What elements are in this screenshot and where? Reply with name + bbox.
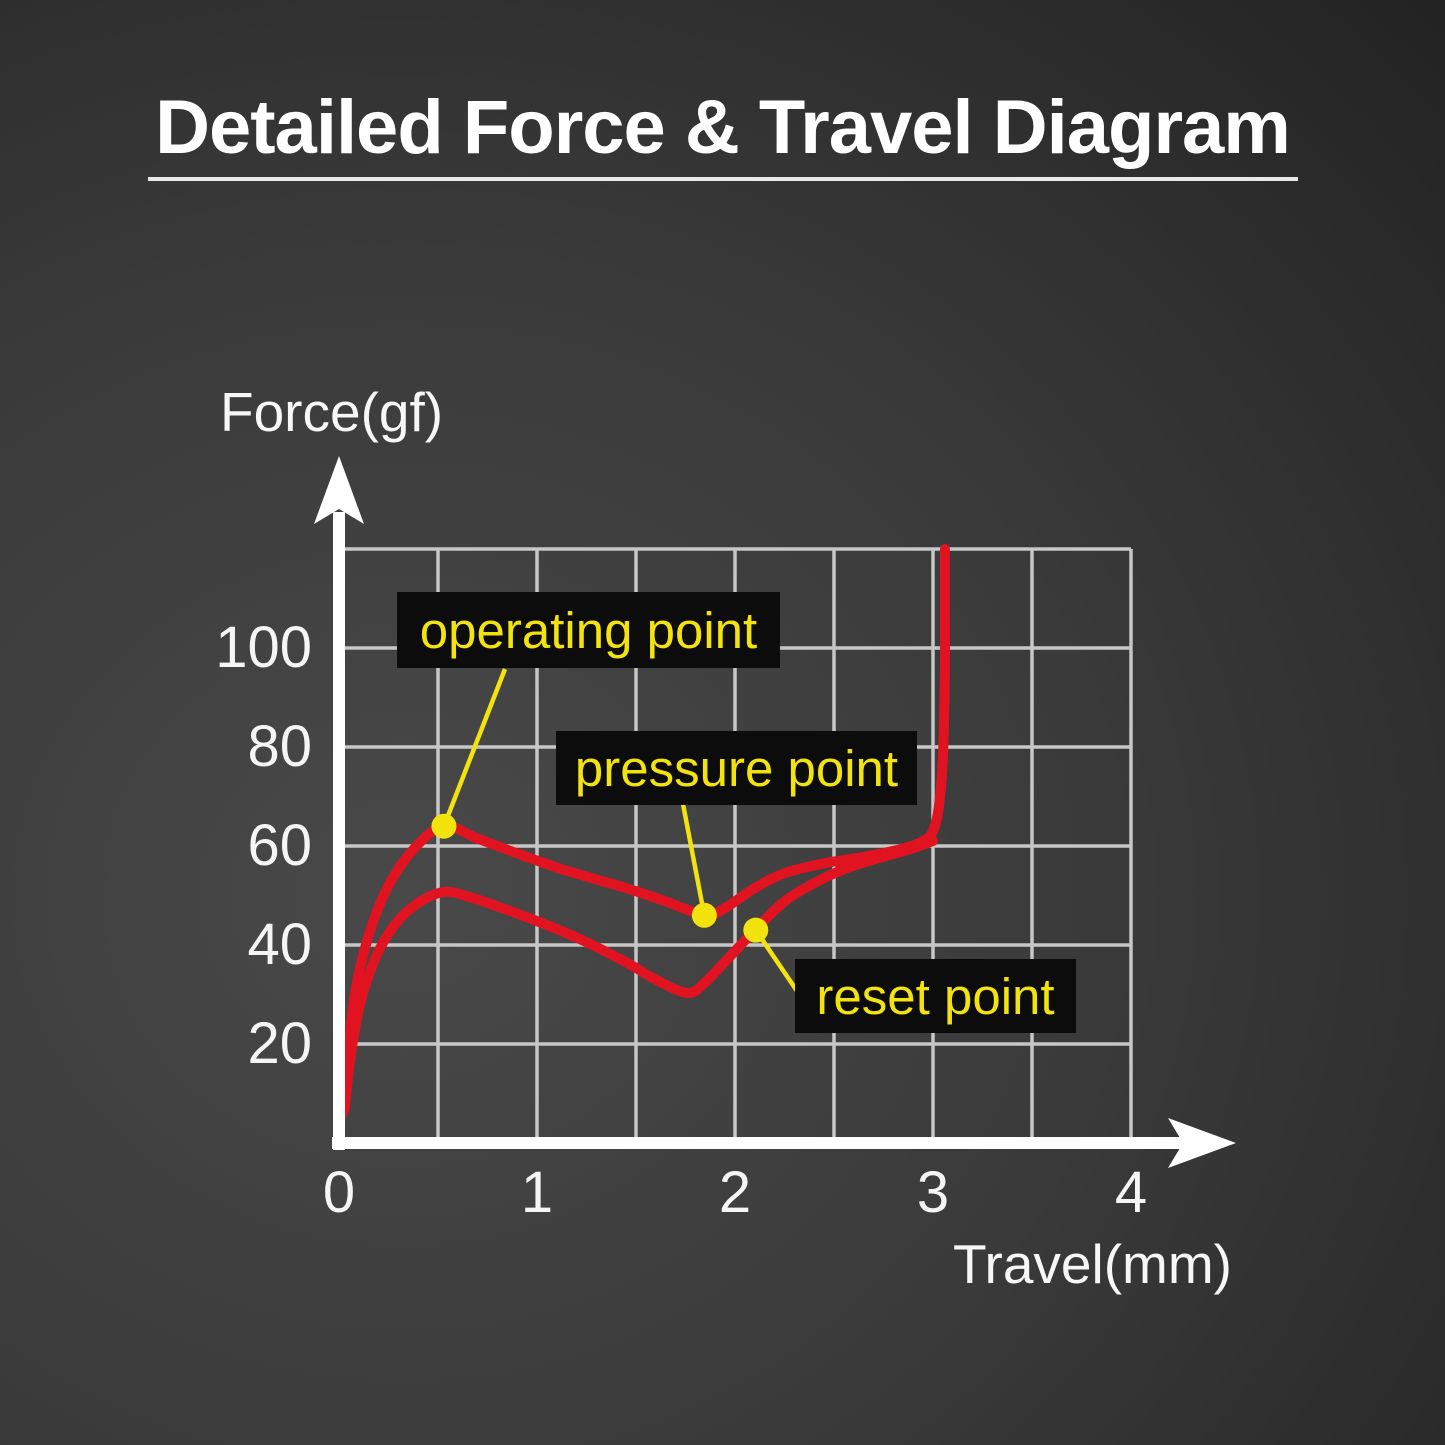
reset-point-label: reset point [816,967,1055,1025]
leader-line [441,668,508,828]
point-dot [691,902,717,928]
y-tick-label-20: 20 [247,1011,312,1076]
operating-point-callout: operating point [397,592,780,668]
reset-point-callout: reset point [795,959,1076,1033]
x-axis-arrowhead-icon [1168,1118,1236,1168]
y-tick-label-100: 100 [215,615,312,680]
y-tick-label-80: 80 [247,714,312,779]
x-tick-label-4: 4 [1114,1160,1148,1225]
x-tick-label-1: 1 [520,1160,554,1225]
x-tick-label-0: 0 [322,1160,356,1225]
press-curve [338,544,951,1119]
y-tick-label-40: 40 [247,912,312,977]
y-tick-label-60: 60 [247,813,312,878]
operating-point-label: operating point [419,601,758,659]
x-tick-label-3: 3 [916,1160,950,1225]
x-axis-title: Travel(mm) [952,1233,1232,1295]
pressure-point-callout: pressure point [556,731,917,805]
y-axis-arrowhead-icon [314,456,364,524]
leader-line [680,803,707,916]
point-dot [743,917,769,943]
point-dot [431,813,457,839]
page-title: Detailed Force & Travel Diagram [155,85,1291,170]
pressure-point-label: pressure point [574,739,899,797]
y-axis-title: Force(gf) [220,381,444,443]
release-curve [339,836,938,1114]
x-tick-label-2: 2 [718,1160,752,1225]
title-underline-divider [148,177,1298,181]
